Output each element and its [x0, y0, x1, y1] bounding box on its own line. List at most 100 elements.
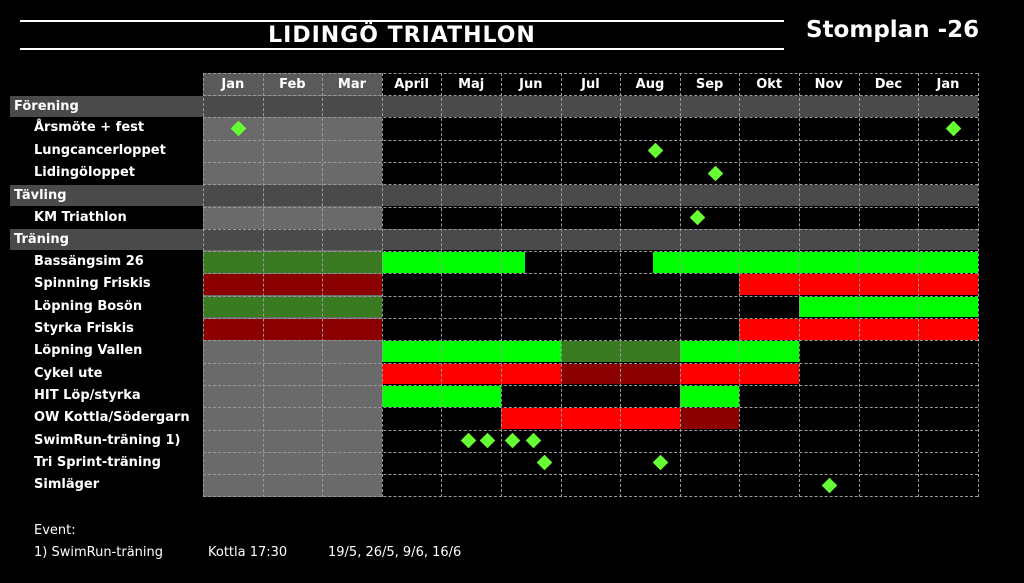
row-label: Löpning Vallen	[34, 343, 143, 359]
month-header-jan: Jan	[936, 76, 960, 92]
month-header-jun: Jun	[519, 76, 543, 92]
brand-logo: LIDINGÖ TRIATHLON	[20, 20, 784, 50]
section-bar	[10, 95, 978, 117]
grid-line-vertical	[977, 73, 979, 497]
bar-segment	[203, 319, 382, 340]
section-bar	[10, 184, 978, 206]
grid-line-horizontal	[203, 429, 978, 431]
bar-segment	[381, 341, 561, 363]
grid-line-horizontal	[203, 451, 978, 453]
grid-line-horizontal	[203, 407, 978, 409]
month-header-nov: Nov	[814, 76, 843, 92]
bar-segment	[679, 385, 740, 407]
event-diamond-icon	[480, 432, 496, 449]
event-diamond-icon	[536, 455, 553, 471]
footer-event-name: 1) SwimRun-träning	[34, 545, 164, 560]
month-header-jul: Jul	[581, 76, 600, 92]
event-diamond-icon	[946, 120, 962, 137]
row-label: Löpning Bosön	[34, 298, 143, 314]
section-label: Tävling	[14, 187, 67, 203]
grid-line-horizontal	[203, 273, 978, 275]
row-label: Tri Sprint-träning	[34, 454, 161, 470]
grid-line-vertical	[203, 73, 204, 497]
month-header-dec: Dec	[874, 76, 903, 92]
event-diamond-icon	[648, 142, 664, 159]
grid-line-vertical	[560, 73, 562, 497]
grid-line-vertical	[858, 73, 860, 497]
month-header-jan: Jan	[221, 76, 245, 92]
section-bar	[10, 229, 978, 251]
bar-segment	[203, 296, 382, 318]
grid-line-horizontal	[203, 184, 978, 186]
month-header-shade	[203, 73, 382, 95]
row-label: Lungcancerloppet	[34, 142, 166, 158]
bar-segment	[739, 319, 978, 340]
event-diamond-icon	[689, 209, 706, 226]
bar-segment	[381, 363, 561, 385]
grid-line-vertical	[501, 73, 502, 497]
section-label: Förening	[14, 98, 79, 114]
grid-line-horizontal	[203, 295, 978, 297]
row-label: SwimRun-träning 1)	[34, 432, 181, 448]
bar-segment	[652, 252, 978, 273]
grid-line-vertical	[799, 73, 800, 497]
event-diamond-icon	[525, 432, 542, 449]
month-header-maj: Maj	[458, 76, 485, 92]
grid-line-horizontal	[203, 73, 978, 74]
month-header-mar: Mar	[337, 76, 367, 92]
event-diamond-icon	[652, 455, 669, 471]
row-label: Bassängsim 26	[34, 254, 144, 270]
row-label: HIT Löp/styrka	[34, 387, 141, 403]
footer-event-dates: 19/5, 26/5, 9/6, 16/6	[328, 545, 462, 560]
page-title: Stomplan -26	[806, 17, 980, 43]
grid-line-horizontal	[203, 251, 978, 253]
grid-line-horizontal	[203, 362, 978, 364]
row-label: Cykel ute	[34, 365, 103, 381]
bar-segment	[739, 274, 978, 296]
month-header-sep: Sep	[695, 76, 724, 92]
event-diamond-icon	[505, 432, 521, 449]
grid-line-horizontal	[203, 117, 978, 119]
grid-line-horizontal	[203, 228, 978, 230]
row-label: Spinning Friskis	[34, 276, 151, 292]
grid-line-horizontal	[203, 206, 978, 208]
grid-line-horizontal	[203, 318, 978, 319]
month-header-april: April	[394, 76, 429, 92]
grid-line-vertical	[739, 73, 741, 497]
grid-line-horizontal	[203, 95, 978, 96]
header-rule-top	[20, 20, 784, 22]
bar-segment	[501, 408, 680, 429]
brand-text: LIDINGÖ TRIATHLON	[256, 22, 548, 48]
footer-event-title: Event:	[34, 523, 76, 538]
grid-line-horizontal	[203, 139, 978, 141]
row-label: Simläger	[34, 477, 100, 493]
grid-line-vertical	[381, 73, 383, 497]
grid-line-vertical	[262, 73, 264, 497]
footer-event-location-time: Kottla 17:30	[208, 545, 288, 560]
row-label: Årsmöte + fest	[34, 120, 145, 136]
event-diamond-icon	[707, 165, 724, 181]
bar-segment	[799, 296, 978, 318]
grid-line-vertical	[679, 73, 681, 497]
grid-line-vertical	[322, 73, 324, 497]
bar-segment	[679, 408, 740, 429]
month-header-okt: Okt	[756, 76, 783, 92]
row-label: OW Kottla/Södergarn	[34, 410, 190, 426]
month-header-feb: Feb	[279, 76, 306, 92]
grid-line-vertical	[441, 73, 443, 497]
bar-segment	[203, 274, 382, 296]
grid-line-horizontal	[203, 340, 978, 342]
event-diamond-icon	[460, 432, 476, 449]
grid-line-horizontal	[203, 474, 978, 476]
header-rule-bottom	[20, 48, 784, 50]
month-header-aug: Aug	[635, 76, 665, 92]
grid-line-vertical	[620, 73, 622, 497]
row-label: Styrka Friskis	[34, 321, 134, 336]
grid-line-horizontal	[203, 496, 978, 498]
grid-line-horizontal	[203, 384, 978, 386]
grid-line-horizontal	[203, 161, 978, 163]
bar-segment	[381, 252, 525, 273]
section-label: Träning	[14, 232, 69, 248]
event-diamond-icon	[822, 477, 838, 494]
bar-segment	[203, 252, 382, 273]
